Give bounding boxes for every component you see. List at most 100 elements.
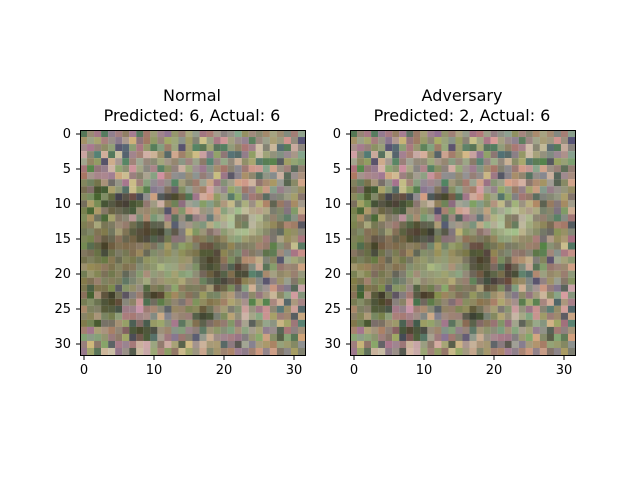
normal-pixel [255,270,263,278]
normal-pixel [115,333,123,342]
normal-pixel [94,298,102,306]
normal-pixel [262,235,270,243]
normal-pixel [283,263,292,271]
normal-pixel [206,256,214,264]
normal-pixel [220,186,228,194]
adversary-pixel [427,242,435,250]
normal-pixel [164,137,172,145]
normal-pixel [143,256,151,264]
adversary-pixel [497,326,505,334]
adversary-pixel [518,214,526,222]
adversary-pixel [413,158,421,166]
adversary-pixel [371,340,379,349]
normal-pixel [297,291,306,299]
adversary-pixel [553,277,562,285]
normal-pixel [255,200,263,208]
normal-pixel [94,186,102,194]
normal-pixel [129,249,137,257]
normal-pixel [241,221,249,229]
normal-pixel [101,214,109,222]
normal-title-line1: Normal [163,86,221,105]
normal-pixel [115,249,123,257]
normal-pixel [178,137,186,145]
adversary-pixel [490,263,498,271]
adversary-pixel [350,172,358,180]
normal-pixel [150,305,158,313]
adversary-pixel [483,263,491,271]
normal-pixel [94,256,102,264]
normal-pixel [276,151,284,159]
normal-pixel [213,228,221,236]
adversary-pixel [455,186,463,194]
adversary-pixel [476,193,484,201]
normal-pixel [199,207,207,215]
normal-pixel [122,298,130,306]
adversary-pixel [560,263,569,271]
adversary-pixel [378,242,386,250]
adversary-pixel [553,186,562,194]
normal-pixel [276,200,284,208]
normal-pixel [115,144,123,152]
normal-pixel [185,284,193,292]
normal-pixel [220,312,228,320]
adversary-pixel [441,284,449,292]
normal-pixel [297,165,306,173]
adversary-pixel [441,312,449,320]
normal-pixel [220,130,228,138]
normal-pixel [220,193,228,201]
adversary-pixel [462,165,470,173]
normal-pixel [164,291,172,299]
adversary-pixel [532,228,540,236]
adversary-pixel [532,326,540,334]
normal-pixel [122,179,130,187]
adversary-pixel [434,319,442,327]
adversary-pixel [518,186,526,194]
normal-pixel [150,221,158,229]
normal-pixel [213,186,221,194]
normal-x-tick-30: 30 [286,363,303,378]
adversary-pixel [448,305,456,313]
adversary-pixel [413,319,421,327]
normal-pixel [143,144,151,152]
normal-pixel [283,347,292,356]
adversary-pixel [378,144,386,152]
adversary-pixel [462,207,470,215]
normal-pixel [136,270,144,278]
adversary-pixel [455,242,463,250]
adversary-pixel [448,144,456,152]
normal-pixel [241,291,249,299]
adversary-pixel [427,333,435,342]
adversary-pixel [350,200,358,208]
normal-pixel [150,347,158,356]
normal-pixel [87,263,95,271]
normal-pixel [150,228,158,236]
normal-pixel [283,291,292,299]
adversary-pixel [476,319,484,327]
normal-pixel [213,319,221,327]
adversary-pixel [427,277,435,285]
normal-pixel [255,165,263,173]
adversary-pixel [392,228,400,236]
adversary-pixel [392,326,400,334]
normal-pixel [129,340,137,349]
adversary-pixel [546,319,554,327]
normal-pixel [157,249,165,257]
adversary-pixel [511,277,519,285]
adversary-pixel [406,137,414,145]
normal-pixel [108,228,116,236]
normal-pixel [136,305,144,313]
adversary-pixel [497,144,505,152]
adversary-pixel [567,340,576,349]
adversary-pixel [539,340,547,349]
normal-pixel [241,214,249,222]
normal-pixel [129,144,137,152]
normal-pixel [94,151,102,159]
adversary-pixel [406,249,414,257]
adversary-pixel [504,291,512,299]
normal-pixel [143,284,151,292]
normal-pixel [150,333,158,342]
normal-pixel [283,340,292,349]
adversary-pixel [399,193,407,201]
adversary-pixel [406,158,414,166]
normal-y-tick-25: 25 [54,302,71,317]
